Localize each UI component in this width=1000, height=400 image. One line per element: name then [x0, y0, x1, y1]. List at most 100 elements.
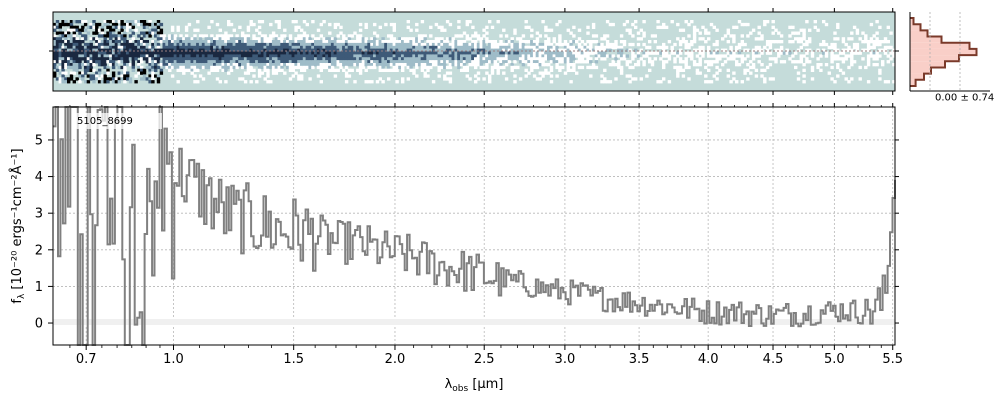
spectrum-2d-pixel	[243, 63, 248, 67]
spectrum-2d-pixel	[434, 42, 439, 47]
spectrum-2d-pixel	[634, 77, 638, 81]
spectrum-2d-pixel	[151, 80, 155, 84]
spectrum-2d-pixel	[507, 54, 512, 58]
spectrum-2d-pixel	[586, 40, 590, 44]
spectrum-2d-pixel	[154, 28, 158, 32]
spectrum-2d-pixel	[120, 74, 124, 78]
spectrum-2d-pixel	[92, 74, 96, 78]
spectrum-2d-pixel	[142, 42, 147, 47]
spectrum-2d-pixel	[558, 48, 562, 52]
spectrum-2d-pixel	[580, 54, 585, 58]
spectrum-2d-pixel	[241, 77, 245, 81]
spectrum-2d-pixel	[336, 60, 340, 64]
histogram-bar	[910, 42, 970, 49]
spectrum-2d-pixel	[589, 42, 593, 47]
spectrum-2d-pixel	[120, 45, 124, 50]
spectrum-2d-pixel	[409, 65, 413, 70]
spectrum-2d-pixel	[114, 42, 119, 47]
spectrum-2d-pixel	[676, 54, 680, 58]
spectrum-2d-pixel	[431, 40, 436, 44]
spectrum-2d-pixel	[594, 57, 599, 61]
spectrum-2d-pixel	[468, 48, 472, 52]
spectrum-2d-pixel	[165, 65, 169, 70]
spectrum-2d-pixel	[619, 65, 624, 70]
spectrum-2d-pixel	[639, 77, 643, 81]
spectrum-2d-pixel	[625, 63, 629, 67]
spectrum-2d-pixel	[67, 28, 71, 32]
spectrum-2d-pixel	[740, 80, 744, 84]
spectrum-2d-pixel	[117, 60, 121, 64]
spectrum-2d-pixel	[311, 51, 315, 55]
spectrum-2d-pixel	[97, 40, 102, 44]
spectrum-2d-pixel	[852, 42, 857, 47]
spectrum-2d-pixel	[777, 54, 781, 58]
spectrum-2d-pixel	[260, 54, 265, 58]
spectrum-2d-pixel	[535, 60, 540, 64]
spectrum-2d-pixel	[381, 65, 385, 70]
spectrum-2d-pixel	[274, 51, 279, 55]
spectrum-2d-pixel	[518, 77, 523, 81]
spectrum-2d-pixel	[715, 28, 719, 32]
spectrum-2d-pixel	[549, 42, 554, 47]
spectrum-2d-pixel	[277, 51, 281, 55]
spectrum-2d-pixel	[347, 40, 352, 44]
spectrum-2d-pixel	[628, 31, 632, 35]
spectrum-2d-pixel	[474, 60, 478, 64]
spectrum-2d-pixel	[406, 42, 410, 47]
spectrum-2d-pixel	[218, 42, 222, 47]
spectrum-2d-pixel	[95, 48, 99, 52]
spectrum-2d-pixel	[215, 45, 220, 50]
spectrum-2d-pixel	[605, 20, 610, 24]
x-tick-label: 4.5	[763, 352, 784, 367]
spectrum-2d-pixel	[78, 65, 82, 70]
spectrum-2d-pixel	[527, 57, 531, 61]
spectrum-2d-pixel	[611, 22, 615, 27]
spectrum-2d-pixel	[64, 45, 68, 50]
spectrum-2d-pixel	[370, 57, 374, 61]
spectrum-2d-pixel	[53, 48, 57, 52]
spectrum-2d-pixel	[883, 37, 888, 41]
spectrum-2d-pixel	[218, 63, 222, 67]
spectrum-2d-pixel	[485, 57, 489, 61]
spectrum-2d-pixel	[111, 77, 116, 81]
spectrum-2d-pixel	[103, 20, 107, 24]
spectrum-2d-pixel	[72, 80, 76, 84]
spectrum-2d-pixel	[878, 40, 882, 44]
spectrum-2d-pixel	[409, 57, 413, 61]
spectrum-2d-pixel	[140, 54, 144, 58]
spectrum-2d-pixel	[412, 45, 416, 50]
spectrum-2d-pixel	[221, 34, 225, 38]
spectrum-2d-pixel	[123, 63, 127, 67]
spectrum-2d-pixel	[128, 63, 133, 67]
spectrum-2d-pixel	[109, 48, 113, 52]
spectrum-2d-pixel	[415, 45, 419, 50]
spectrum-2d-pixel	[810, 68, 815, 72]
spectrum-2d-pixel	[591, 34, 596, 38]
spectrum-2d-pixel	[55, 40, 60, 44]
spectrum-2d-pixel	[387, 60, 391, 64]
spectrum-2d-pixel	[527, 63, 531, 67]
spectrum-2d-pixel	[460, 68, 464, 72]
spectrum-2d-pixel	[375, 80, 380, 84]
spectrum-2d-pixel	[547, 42, 551, 47]
spectrum-2d-pixel	[255, 42, 259, 47]
spectrum-2d-pixel	[547, 48, 551, 52]
spectrum-2d-pixel	[566, 51, 570, 55]
spectrum-2d-pixel	[78, 40, 82, 44]
spectrum-2d-pixel	[600, 48, 604, 52]
spectrum-2d-pixel	[196, 42, 200, 47]
spectrum-2d-pixel	[490, 45, 495, 50]
spectrum-2d-pixel	[229, 40, 234, 44]
spectrum-2d-pixel	[92, 54, 96, 58]
spectrum-2d-pixel	[243, 54, 248, 58]
spectrum-2d-pixel	[889, 31, 893, 35]
spectrum-2d-pixel	[423, 51, 427, 55]
spectrum-2d-pixel	[384, 22, 388, 27]
spectrum-2d-pixel	[330, 54, 335, 58]
spectrum-2d-pixel	[92, 48, 96, 52]
spectrum-2d-pixel	[193, 34, 197, 38]
spectrum-2d-pixel	[855, 31, 860, 35]
spectrum-2d-pixel	[364, 37, 368, 41]
spectrum-2d-pixel	[373, 54, 377, 58]
spectrum-2d-pixel	[243, 60, 248, 64]
